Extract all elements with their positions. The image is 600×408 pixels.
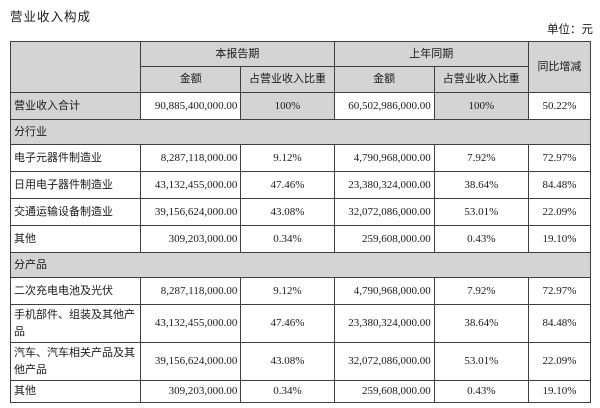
current-amount-cell: 43,132,455,000.00 — [140, 171, 242, 199]
header-current-share: 占营业收入比重 — [240, 66, 335, 93]
current-share-cell: 9.12% — [240, 144, 335, 172]
row-label-cell: 汽车、汽车相关产品及其他产品 — [9, 342, 142, 381]
prior-share-cell: 100% — [433, 92, 529, 120]
yoy-cell: 72.97% — [527, 277, 592, 305]
table-row: 汽车、汽车相关产品及其他产品 39,156,624,000.00 43.08% … — [9, 342, 592, 381]
row-label-cell: 电子元器件制造业 — [9, 144, 142, 172]
yoy-cell: 84.48% — [527, 304, 592, 343]
prior-share-cell: 7.92% — [433, 277, 529, 305]
section-header-cell: 分产品 — [10, 252, 591, 278]
current-amount-cell: 8,287,118,000.00 — [140, 144, 242, 172]
prior-amount-cell: 32,072,086,000.00 — [333, 342, 435, 381]
current-share-cell: 9.12% — [240, 277, 335, 305]
prior-amount-cell: 60,502,986,000.00 — [333, 92, 435, 120]
yoy-cell: 84.48% — [527, 171, 592, 199]
table-header-row-2: 金额 占营业收入比重 金额 占营业收入比重 — [11, 66, 591, 93]
prior-share-cell: 38.64% — [433, 171, 529, 199]
prior-share-cell: 7.92% — [433, 144, 529, 172]
header-prior-share: 占营业收入比重 — [433, 66, 529, 93]
yoy-cell: 19.10% — [527, 380, 592, 403]
prior-amount-cell: 32,072,086,000.00 — [333, 198, 435, 226]
prior-amount-cell: 259,608,000.00 — [333, 225, 435, 253]
yoy-cell: 22.09% — [527, 342, 592, 381]
yoy-cell: 50.22% — [527, 92, 592, 120]
current-share-cell: 43.08% — [240, 342, 335, 381]
revenue-composition-table: 本报告期 上年同期 同比增减 金额 占营业收入比重 金额 占营业收入比重 营业收… — [9, 41, 592, 403]
prior-share-cell: 53.01% — [433, 342, 529, 381]
current-share-cell: 0.34% — [240, 380, 335, 403]
row-label-cell: 交通运输设备制造业 — [9, 198, 142, 226]
header-prior-period: 上年同期 — [333, 41, 529, 67]
current-amount-cell: 309,203,000.00 — [140, 225, 242, 253]
section-header-cell: 分行业 — [10, 119, 591, 145]
current-amount-cell: 43,132,455,000.00 — [140, 304, 242, 343]
header-current-period: 本报告期 — [140, 41, 335, 67]
row-label-cell: 营业收入合计 — [9, 92, 142, 120]
prior-amount-cell: 259,608,000.00 — [333, 380, 435, 403]
table-row: 二次充电电池及光伏 8,287,118,000.00 9.12% 4,790,9… — [9, 277, 592, 305]
current-amount-cell: 8,287,118,000.00 — [140, 277, 242, 305]
current-amount-cell: 90,885,400,000.00 — [140, 92, 242, 120]
current-amount-cell: 39,156,624,000.00 — [140, 342, 242, 381]
row-label-cell: 其他 — [9, 380, 142, 403]
header-prior-amount: 金额 — [333, 66, 435, 93]
row-label-cell: 其他 — [9, 225, 142, 253]
row-label-cell: 二次充电电池及光伏 — [9, 277, 142, 305]
current-share-cell: 100% — [240, 92, 335, 120]
prior-share-cell: 0.43% — [433, 380, 529, 403]
row-label-cell: 手机部件、组装及其他产品 — [9, 304, 142, 343]
prior-share-cell: 38.64% — [433, 304, 529, 343]
header-yoy-change: 同比增减 — [527, 41, 592, 93]
table-row: 日用电子器件制造业 43,132,455,000.00 47.46% 23,38… — [9, 171, 592, 199]
unit-label: 单位：元 — [547, 24, 593, 36]
yoy-cell: 22.09% — [527, 198, 592, 226]
prior-amount-cell: 4,790,968,000.00 — [333, 277, 435, 305]
table-row: 其他 309,203,000.00 0.34% 259,608,000.00 0… — [9, 380, 592, 403]
row-label-cell: 日用电子器件制造业 — [9, 171, 142, 199]
prior-share-cell: 53.01% — [433, 198, 529, 226]
table-header-row-1: 本报告期 上年同期 同比增减 — [9, 41, 592, 93]
current-share-cell: 47.46% — [240, 171, 335, 199]
yoy-cell: 72.97% — [527, 144, 592, 172]
current-share-cell: 47.46% — [240, 304, 335, 343]
current-amount-cell: 39,156,624,000.00 — [140, 198, 242, 226]
prior-amount-cell: 23,380,324,000.00 — [333, 171, 435, 199]
prior-share-cell: 0.43% — [433, 225, 529, 253]
table-row: 其他 309,203,000.00 0.34% 259,608,000.00 0… — [9, 225, 592, 253]
section-header-row-industry: 分行业 — [10, 119, 591, 145]
section-header-row-product: 分产品 — [10, 252, 591, 278]
header-corner-cell — [9, 41, 142, 93]
table-row: 手机部件、组装及其他产品 43,132,455,000.00 47.46% 23… — [9, 304, 592, 343]
prior-amount-cell: 23,380,324,000.00 — [333, 304, 435, 343]
current-share-cell: 0.34% — [240, 225, 335, 253]
page-title: 营业收入构成 — [10, 10, 92, 24]
current-amount-cell: 309,203,000.00 — [140, 380, 242, 403]
prior-amount-cell: 4,790,968,000.00 — [333, 144, 435, 172]
table-row: 电子元器件制造业 8,287,118,000.00 9.12% 4,790,96… — [9, 144, 592, 172]
header-current-amount: 金额 — [140, 66, 242, 93]
yoy-cell: 19.10% — [527, 225, 592, 253]
table-row: 交通运输设备制造业 39,156,624,000.00 43.08% 32,07… — [9, 198, 592, 226]
table-row-total: 营业收入合计 90,885,400,000.00 100% 60,502,986… — [9, 92, 592, 120]
current-share-cell: 43.08% — [240, 198, 335, 226]
